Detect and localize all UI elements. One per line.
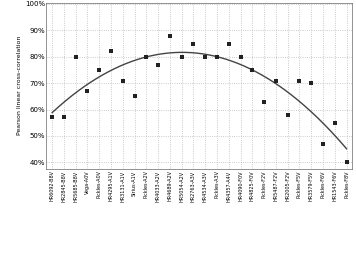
Point bbox=[61, 115, 67, 120]
Point bbox=[49, 115, 55, 120]
Point bbox=[73, 55, 79, 59]
Point bbox=[155, 63, 161, 67]
Point bbox=[108, 49, 114, 54]
Point bbox=[96, 68, 102, 72]
Point bbox=[320, 142, 326, 146]
Point bbox=[143, 55, 149, 59]
Point bbox=[273, 79, 279, 83]
Point bbox=[132, 94, 137, 99]
Point bbox=[226, 41, 232, 46]
Point bbox=[250, 68, 255, 72]
Point bbox=[203, 55, 208, 59]
Point bbox=[344, 160, 349, 165]
Point bbox=[190, 41, 196, 46]
Point bbox=[261, 100, 267, 104]
Point bbox=[120, 79, 126, 83]
Point bbox=[179, 55, 184, 59]
Point bbox=[85, 89, 90, 93]
Point bbox=[332, 121, 337, 125]
Point bbox=[238, 55, 244, 59]
Point bbox=[297, 79, 302, 83]
Point bbox=[285, 113, 290, 117]
Point bbox=[214, 55, 220, 59]
Point bbox=[308, 81, 314, 85]
Y-axis label: Pearson linear cross-correlation: Pearson linear cross-correlation bbox=[17, 36, 22, 135]
Point bbox=[167, 34, 173, 38]
